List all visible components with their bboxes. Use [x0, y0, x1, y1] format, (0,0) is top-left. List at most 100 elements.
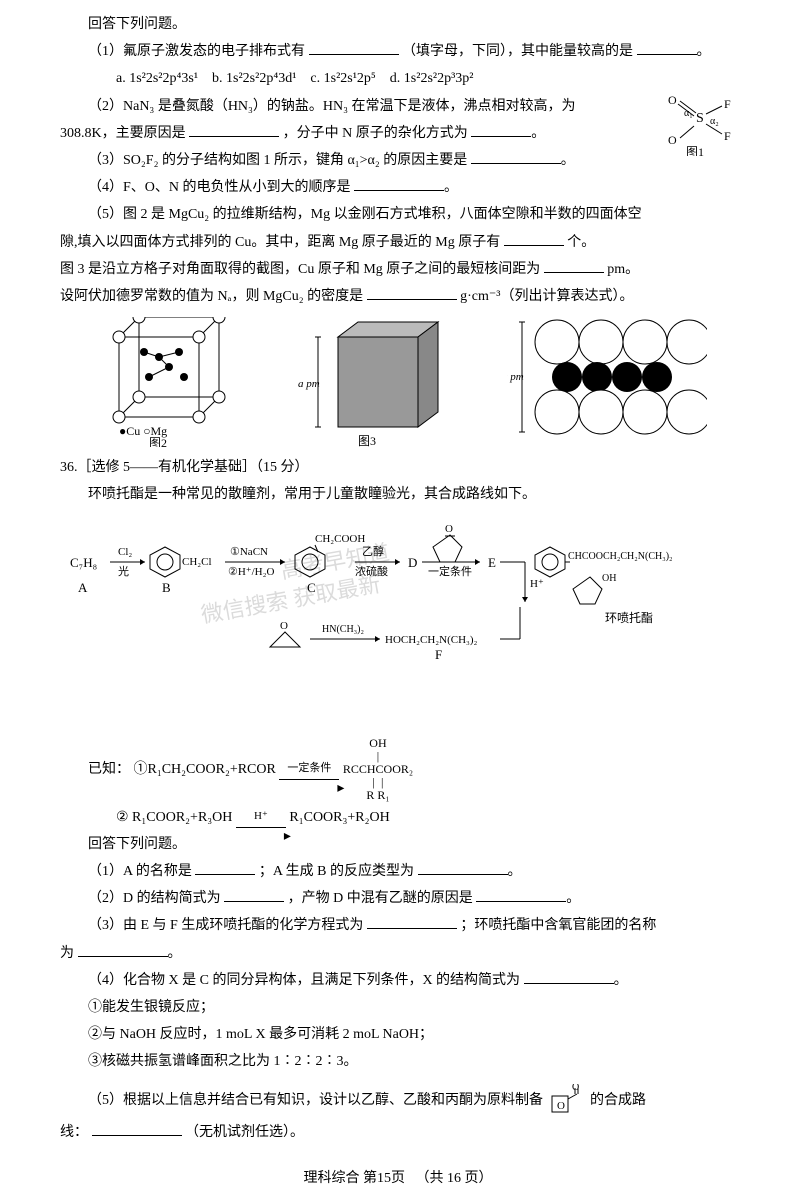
svg-text:O: O [445, 523, 453, 535]
svg-text:HOCH₂CH₂N(CH₃)₂: HOCH₂CH₂N(CH₃)₂ [385, 634, 478, 646]
q5a: （5）图 2 是 MgCu₂ 的拉维斯结构，Mg 以金刚石方式堆积，八面体空隙和… [60, 202, 736, 227]
opt-d: d. 1s²2s²2p³3p² [390, 71, 474, 86]
svg-text:E: E [488, 555, 496, 570]
svg-text:CHCOOCH₂CH₂N(CH₃)₂: CHCOOCH₂CH₂N(CH₃)₂ [568, 551, 673, 562]
svg-text:S: S [696, 111, 704, 126]
svg-text:a pm: a pm [507, 371, 524, 383]
svg-text:O: O [280, 620, 288, 632]
a1-blank1 [195, 859, 255, 875]
page-footer: 理科综合 第15页 （共 16 页） [60, 1166, 736, 1191]
a2-a: （2）D 的结构简式为 [88, 891, 221, 906]
a4-blank [524, 968, 614, 984]
svg-text:乙醇: 乙醇 [362, 544, 384, 558]
svg-text:Cl₂: Cl₂ [118, 546, 132, 558]
svg-text:α₁: α₁ [684, 108, 693, 119]
q5d: 图 3 是沿立方格子对角面取得的截图，Cu 原子和 Mg 原子之间的最短核间距为… [60, 257, 736, 282]
q2-blank1 [189, 121, 279, 137]
q5-blank1 [504, 230, 564, 246]
q1-text: （1）氟原子激发态的电子排布式有 [88, 44, 305, 59]
a3-blank1 [367, 913, 457, 929]
svg-text:O: O [557, 1100, 565, 1112]
opt-c: c. 1s²2s¹2p⁵ [310, 71, 375, 86]
known1-arrow-label: 一定条件 [279, 759, 339, 779]
svg-text:O: O [572, 1084, 579, 1093]
svg-text:图2: 图2 [149, 436, 167, 447]
a2: （2）D 的结构简式为 ，产物 D 中混有乙醚的原因是 。 [60, 886, 736, 911]
a5-blank [92, 1120, 182, 1136]
q5-blank2 [544, 257, 604, 273]
a5c: 线： （无机试剂任选）。 [60, 1120, 736, 1145]
q36-title: 36.［选修 5——有机化学基础］（15 分） [60, 455, 736, 480]
svg-text:C₇H₈: C₇H₈ [70, 555, 97, 570]
q4: （4）F、O、N 的电负性从小到大的顺序是 。 [60, 175, 736, 200]
a3-a: （3）由 E 与 F 生成环喷托酯的化学方程式为 [88, 918, 363, 933]
q3-blank [471, 148, 561, 164]
svg-text:CH₂COOH: CH₂COOH [315, 533, 365, 545]
svg-text:D: D [408, 555, 417, 570]
svg-text:②H⁺/H₂O: ②H⁺/H₂O [228, 566, 274, 578]
svg-text:F: F [724, 129, 731, 143]
q5b-t: 隙,填入以四面体方式排列的 Cu。其中，距离 Mg 原子最近的 Mg 原子有 [60, 235, 500, 250]
a3c: 为 。 [60, 941, 736, 966]
figure-cube: a pm 图3 [298, 317, 448, 447]
q2b: 308.8K，主要原因是 ，分子中 N 原子的杂化方式为 。 [60, 121, 736, 146]
q3: （3）SO₂F₂ 的分子结构如图 1 所示，键角 α₁>α₂ 的原因主要是 。 [60, 148, 736, 173]
a5-d: （无机试剂任选）。 [185, 1125, 304, 1140]
svg-text:C: C [307, 580, 316, 595]
q1-hint: （填字母，下同），其中能量较高的是 [402, 44, 633, 59]
q1: （1）氟原子激发态的电子排布式有 （填字母，下同），其中能量较高的是 。 [60, 39, 736, 64]
known1-r-top: OH [343, 737, 413, 750]
svg-text:α₂: α₂ [710, 116, 719, 127]
known1-r-bot: R R₁ [343, 789, 413, 802]
svg-text:①NaCN: ①NaCN [230, 546, 268, 558]
figure-2: ●Cu ○Mg 图2 [89, 317, 239, 447]
q1-blank1 [309, 39, 399, 55]
a4-1: ①能发生银镜反应； [60, 995, 736, 1020]
q5d-t: 图 3 是沿立方格子对角面取得的截图，Cu 原子和 Mg 原子之间的最短核间距为 [60, 262, 540, 277]
a3-b: ；环喷托酯中含氧官能团的名称 [460, 918, 656, 933]
svg-text:一定条件: 一定条件 [428, 564, 472, 578]
opt-a: a. 1s²2s²2p⁴3s¹ [116, 71, 198, 86]
svg-text:CH₂Cl: CH₂Cl [182, 556, 212, 568]
a1-blank2 [418, 859, 508, 875]
q1-options: a. 1s²2s²2p⁴3s¹ b. 1s²2s²2p⁴3d¹ c. 1s²2s… [60, 66, 736, 91]
svg-text:F: F [724, 97, 731, 111]
figure-3: a pm [507, 317, 707, 447]
a2-blank2 [476, 886, 566, 902]
q4-t: （4）F、O、N 的电负性从小到大的顺序是 [88, 180, 351, 195]
q5c-t: 个。 [567, 235, 595, 250]
q2b-t: 308.8K，主要原因是 [60, 126, 186, 141]
svg-text:H⁺: H⁺ [530, 578, 544, 590]
svg-text:a pm: a pm [298, 378, 320, 390]
q3-t: （3）SO₂F₂ 的分子结构如图 1 所示，键角 α₁>α₂ 的原因主要是 [88, 153, 467, 168]
a3-blank2 [78, 941, 168, 957]
a4-2: ②与 NaOH 反应时，1 moL X 最多可消耗 2 moL NaOH； [60, 1022, 736, 1047]
footer-b: （共 16 页） [416, 1171, 493, 1186]
a2-blank1 [224, 886, 284, 902]
a2-b: ，产物 D 中混有乙醚的原因是 [288, 891, 473, 906]
opt-b: b. 1s²2s²2p⁴3d¹ [212, 71, 296, 86]
known2-r: R₁COOR₃+R₂OH [289, 810, 389, 825]
known1-l: ①R₁CH₂COOR₂+RCOR [134, 762, 276, 777]
svg-text:O: O [668, 93, 677, 107]
q5-blank3 [367, 284, 457, 300]
q5e-t: pm。 [607, 262, 639, 277]
svg-text:OH: OH [602, 573, 616, 584]
known: 已知： ①R₁CH₂COOR₂+RCOR 一定条件 ▸ OH | RCCHCOO… [60, 737, 736, 803]
svg-text:浓硫酸: 浓硫酸 [355, 564, 388, 578]
q1-blank2 [637, 39, 697, 55]
q4-blank [354, 175, 444, 191]
a1-b: ；A 生成 B 的反应类型为 [259, 864, 414, 879]
a4: （4）化合物 X 是 C 的同分异构体，且满足下列条件，X 的结构简式为 。 [60, 968, 736, 993]
a5-a: （5）根据以上信息并结合已有知识，设计以乙醇、乙酸和丙酮为原料制备 [88, 1094, 543, 1109]
known2-arrow-label: H⁺ [236, 807, 286, 827]
intro: 回答下列问题。 [60, 12, 736, 37]
q2c-t: ，分子中 N 原子的杂化方式为 [283, 126, 468, 141]
q5f-t: 设阿伏加德罗常数的值为 Nₐ，则 MgCu₂ 的密度是 [60, 289, 363, 304]
a1-a: （1）A 的名称是 [88, 864, 192, 879]
a5: （5）根据以上信息并结合已有知识，设计以乙醇、乙酸和丙酮为原料制备 O O 的合… [60, 1084, 736, 1118]
svg-text:环喷托酯: 环喷托酯 [605, 611, 653, 625]
svg-text:图1: 图1 [686, 145, 704, 156]
q5g-t: g·cm⁻³（列出计算表达式）。 [460, 289, 633, 304]
a4-3: ③核磁共振氢谱峰面积之比为 1∶2∶2∶3。 [60, 1049, 736, 1074]
